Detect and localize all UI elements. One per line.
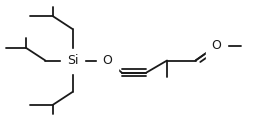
Text: Si: Si <box>67 54 78 67</box>
Text: O: O <box>103 54 112 67</box>
Text: O: O <box>211 39 221 53</box>
